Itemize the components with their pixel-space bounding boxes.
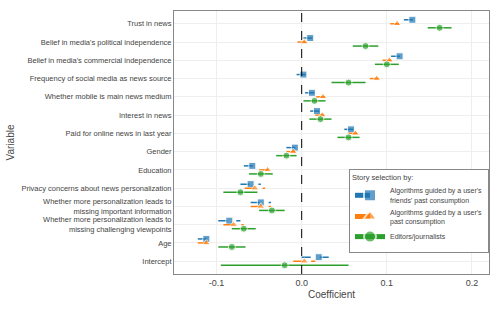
svg-text:Algorithms guided by a user'sf: Algorithms guided by a user'sfriends' pa…: [390, 187, 482, 204]
svg-text:Whether mobile is main news me: Whether mobile is main news medium: [45, 92, 172, 101]
svg-text:Whether more personalization l: Whether more personalization leads tomis…: [43, 197, 171, 216]
svg-text:0.1: 0.1: [381, 278, 394, 288]
svg-text:Age: Age: [158, 239, 171, 248]
svg-text:0.2: 0.2: [466, 278, 479, 288]
svg-text:Frequency of social media as n: Frequency of social media as news source: [30, 74, 172, 83]
svg-text:Trust in news: Trust in news: [127, 19, 172, 28]
svg-text:Story selection by:: Story selection by:: [352, 173, 413, 182]
svg-text:Intercept: Intercept: [142, 257, 172, 266]
svg-text:Gender: Gender: [146, 147, 172, 156]
svg-text:Editors/journalists: Editors/journalists: [390, 233, 446, 241]
svg-text:Privacy concerns about news pe: Privacy concerns about news personalizat…: [21, 184, 171, 193]
svg-text:Education: Education: [138, 166, 171, 175]
svg-text:Belief in media's political in: Belief in media's political independence: [41, 38, 172, 47]
svg-text:Algorithms guided by a user'sp: Algorithms guided by a user'spast consum…: [390, 209, 482, 226]
svg-text:-0.1: -0.1: [209, 278, 225, 288]
svg-text:Interest in news: Interest in news: [119, 111, 172, 120]
svg-text:Variable: Variable: [5, 124, 16, 160]
svg-text:0.0: 0.0: [295, 278, 308, 288]
svg-text:Coefficient: Coefficient: [308, 289, 355, 300]
svg-text:Belief in media's commercial i: Belief in media's commercial independenc…: [27, 56, 171, 65]
svg-text:Paid for online news in last y: Paid for online news in last year: [66, 129, 172, 138]
svg-text:Whether more personalization l: Whether more personalization leads tomis…: [43, 215, 172, 234]
